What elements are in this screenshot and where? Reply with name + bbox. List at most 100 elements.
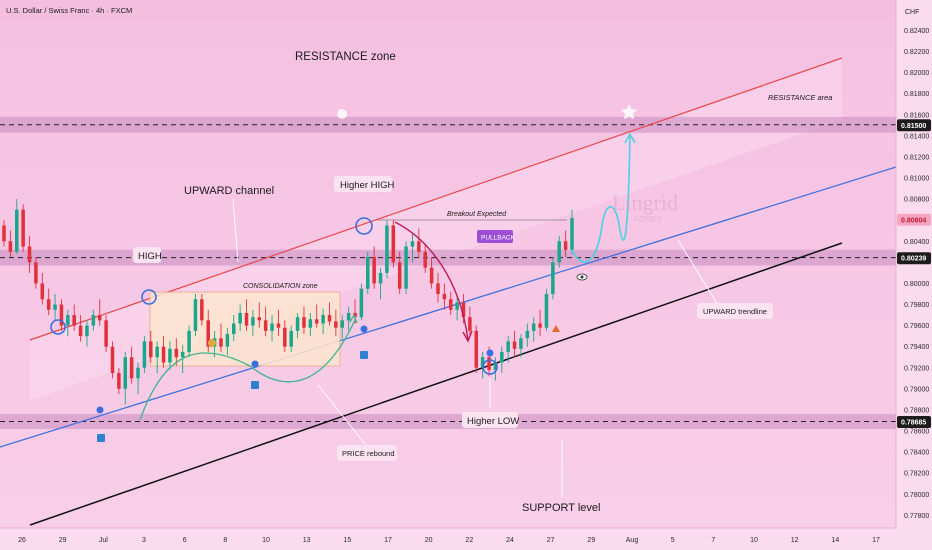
symbol-title: U.S. Dollar / Swiss Franc · 4h · FXCM (6, 6, 132, 15)
time-tick-label: 7 (711, 537, 715, 544)
price-rebound-badge (337, 445, 397, 461)
candle-body (531, 323, 536, 331)
price-tick-label: 0.82000 (904, 70, 929, 77)
price-badge (897, 416, 931, 429)
price-badge-label: 0.81500 (901, 123, 926, 130)
candle-body (251, 317, 255, 326)
time-tick-label: 10 (750, 537, 758, 544)
price-rebound-curve (139, 319, 356, 421)
price-tick-label: 0.79600 (904, 323, 929, 330)
projection-path (571, 134, 631, 263)
price-badge-label: 0.78685 (901, 420, 926, 427)
candle-body (557, 241, 561, 263)
snail-icon (208, 339, 216, 347)
time-tick-label: 29 (59, 537, 67, 544)
candle-body (302, 317, 306, 328)
candle-body (442, 293, 447, 300)
pullback-arrowhead (462, 330, 473, 343)
candle-body (308, 319, 313, 328)
candle-body (168, 348, 172, 363)
candle-body (27, 246, 32, 263)
price-tick-label: 0.79800 (904, 302, 929, 309)
event-icon-2[interactable] (251, 381, 259, 389)
price-tick-label: 0.80000 (904, 281, 929, 288)
time-tick-label: 3 (142, 537, 146, 544)
pullback-badge (477, 230, 513, 243)
rebound-arrowhead (349, 313, 358, 324)
price-tick-label: 0.79200 (904, 365, 929, 372)
candle-body (59, 304, 64, 326)
price-tick-label: 0.80800 (904, 197, 929, 204)
candle-body (174, 348, 179, 358)
time-tick-label: 22 (465, 537, 473, 544)
candle-body (359, 288, 364, 318)
upward-trendline-badge (697, 303, 773, 319)
time-tick-label: Jul (99, 537, 108, 544)
candle-body (193, 299, 198, 331)
info-icon[interactable] (337, 109, 347, 119)
candle-body (155, 346, 159, 358)
consolidation-zone-label: CONSOLIDATION zone (243, 283, 318, 290)
time-tick-label: 12 (791, 537, 799, 544)
candle-body (461, 302, 466, 318)
price-tick-label: 0.82200 (904, 49, 929, 56)
time-tick-label: 29 (587, 537, 595, 544)
price-tick-label: 0.80400 (904, 239, 929, 246)
resistance-zone-label: RESISTANCE zone (295, 51, 396, 63)
time-tick-label: 13 (303, 537, 311, 544)
candle-body (72, 315, 76, 326)
time-tick-label: 17 (384, 537, 392, 544)
currency-label: CHF (905, 9, 919, 16)
candle-body (123, 357, 128, 389)
candle-body (423, 251, 427, 268)
event-icon-3[interactable] (360, 351, 368, 359)
time-tick-label: 24 (506, 537, 514, 544)
high-marker (141, 289, 157, 305)
time-tick-label: 27 (547, 537, 555, 544)
candle-body (231, 323, 236, 335)
candle-body (225, 334, 230, 347)
price-tick-label: 0.78200 (904, 471, 929, 478)
candle-body (263, 320, 268, 331)
event-icon-1[interactable] (97, 434, 105, 442)
candle-body (104, 320, 108, 347)
time-tick-label: 10 (262, 537, 270, 544)
candle-body (136, 367, 140, 379)
candle-body (493, 362, 498, 370)
candle-body (544, 293, 549, 328)
higher-low-label: Higher LOW (467, 416, 519, 427)
time-tick-label: Aug (626, 537, 639, 544)
upward-trendline-pointer (677, 239, 719, 306)
candle-body (2, 225, 6, 242)
candle-body (289, 330, 293, 347)
candle-body (270, 323, 274, 331)
candle-body (97, 315, 102, 321)
support-level-label: SUPPORT level (522, 502, 600, 514)
candle-body (244, 312, 249, 326)
candle-body (474, 330, 479, 368)
price-badge (897, 252, 931, 265)
watermark-brand: Lingrid (612, 190, 678, 215)
candle-body (404, 246, 408, 289)
candle-body (391, 225, 396, 263)
upward-trendline-label: UPWARD trendline (703, 307, 767, 316)
price-tick-label: 0.78000 (904, 492, 929, 499)
candle-body (372, 257, 376, 284)
time-tick-label: 26 (18, 537, 26, 544)
candle-body (238, 312, 242, 324)
time-axis[interactable] (0, 528, 932, 550)
price-axis[interactable] (896, 0, 932, 550)
candle-body (283, 327, 287, 347)
candle-body (417, 241, 421, 252)
support-channel-line (29, 242, 843, 526)
price-badge-label: 0.80239 (901, 256, 926, 263)
candle-body (149, 341, 153, 358)
pullback-curve (394, 221, 469, 341)
candle-body (129, 357, 134, 379)
touch-dot-1 (96, 406, 104, 414)
price-tick-label: 0.77800 (904, 513, 929, 520)
high-badge (133, 247, 161, 263)
candle-body (512, 341, 517, 349)
